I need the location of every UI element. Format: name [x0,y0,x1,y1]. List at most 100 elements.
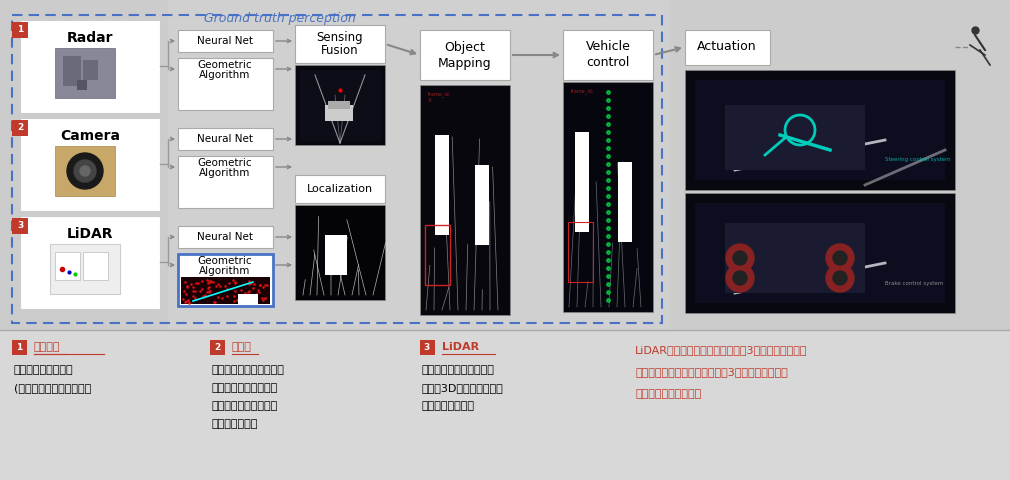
Bar [575,132,589,232]
Circle shape [726,264,754,292]
Bar [420,340,435,355]
Text: 位置を3Dプリンタのよう: 位置を3Dプリンタのよう [422,383,504,393]
Bar [20,20,160,113]
Text: 合により、周囲の形状・位置の3次元計測を高い精: 合により、周囲の形状・位置の3次元計測を高い精 [635,367,788,377]
Text: 1: 1 [16,343,22,351]
Bar [0,330,1010,480]
Circle shape [80,166,90,176]
Bar [670,0,1010,330]
Bar [12,340,27,355]
Text: Sensing: Sensing [317,31,364,44]
Bar [178,254,273,306]
Bar [0,0,1010,330]
Text: Ground truth perception: Ground truth perception [204,12,356,25]
Text: Localization: Localization [307,184,373,194]
Bar [325,235,347,275]
Text: Steering control system: Steering control system [885,157,950,163]
Text: frame_id:: frame_id: [571,88,594,94]
Bar [295,205,385,300]
Bar [618,162,632,242]
Text: Algorithm: Algorithm [199,168,250,178]
Bar [83,60,98,80]
Bar [12,15,662,323]
Text: LiDAR: LiDAR [67,227,113,241]
Bar [685,193,955,313]
Text: Brake control system: Brake control system [885,280,943,286]
Bar [178,58,273,110]
Bar [50,244,120,294]
Circle shape [833,271,847,285]
Circle shape [833,251,847,265]
Text: 周囲の移動物の動き: 周囲の移動物の動き [14,365,74,375]
Bar [55,252,80,280]
Text: Neural Net: Neural Net [197,36,252,46]
Bar [563,30,653,80]
Bar [55,48,115,98]
Circle shape [826,264,854,292]
Bar [695,203,945,303]
Circle shape [74,160,96,182]
Text: Actuation: Actuation [697,40,756,53]
Circle shape [733,271,747,285]
Text: control: control [587,57,629,70]
Text: 車両と道路構造の区別、: 車両と道路構造の区別、 [212,365,285,375]
Text: Geometric: Geometric [198,158,252,168]
Text: に正確に再現する: に正確に再現する [422,401,475,411]
Text: Geometric: Geometric [198,60,252,70]
Bar [563,82,653,312]
Bar [568,222,593,282]
Text: 意味を理解する: 意味を理解する [212,419,259,429]
Bar [12,218,28,234]
Text: 車両の種類、標識の文: 車両の種類、標識の文 [212,383,278,393]
Bar [178,128,273,150]
Text: frame_id:: frame_id: [428,91,451,96]
Text: カメラ: カメラ [232,342,251,352]
Text: 3: 3 [17,221,23,230]
Text: Algorithm: Algorithm [199,70,250,80]
Circle shape [726,244,754,272]
Bar [475,165,489,245]
Bar [12,120,28,136]
Bar [695,80,945,180]
Bar [685,30,770,65]
Bar [178,156,273,208]
Text: レーダー: レーダー [34,342,61,352]
Bar [328,101,350,109]
Bar [20,216,160,309]
Bar [181,277,270,304]
Bar [77,80,87,90]
Circle shape [826,244,854,272]
Bar [435,135,449,235]
Bar [725,105,865,170]
Text: 2: 2 [17,123,23,132]
Circle shape [733,251,747,265]
Bar [178,30,273,52]
Text: Geometric: Geometric [198,256,252,266]
Bar [0,0,168,330]
Text: LiDAR: LiDAR [442,342,479,352]
Bar [420,85,510,315]
Bar [325,105,354,121]
Text: Vehicle: Vehicle [586,40,630,53]
Text: Mapping: Mapping [438,57,492,70]
Text: Radar: Radar [67,31,113,45]
Bar [295,175,385,203]
Bar [63,56,81,86]
Text: Neural Net: Neural Net [197,232,252,242]
Bar [420,30,510,80]
Bar [685,70,955,190]
Text: LiDAR・カメラ・レーダーという3つのセンサーの融: LiDAR・カメラ・レーダーという3つのセンサーの融 [635,345,808,355]
Text: 字や数字などシーンの: 字や数字などシーンの [212,401,278,411]
Text: 度で可能にしている。: 度で可能にしている。 [635,389,701,399]
Text: Camera: Camera [60,129,120,143]
Text: 3: 3 [424,343,430,351]
Bar [210,340,225,355]
Bar [425,225,450,285]
Text: 2: 2 [214,343,220,351]
Text: Object: Object [444,40,486,53]
Text: 空間の構造と物体の形・: 空間の構造と物体の形・ [422,365,495,375]
Bar [55,146,115,196]
Text: Algorithm: Algorithm [199,266,250,276]
Bar [295,25,385,63]
Text: X:: X: [428,98,433,103]
